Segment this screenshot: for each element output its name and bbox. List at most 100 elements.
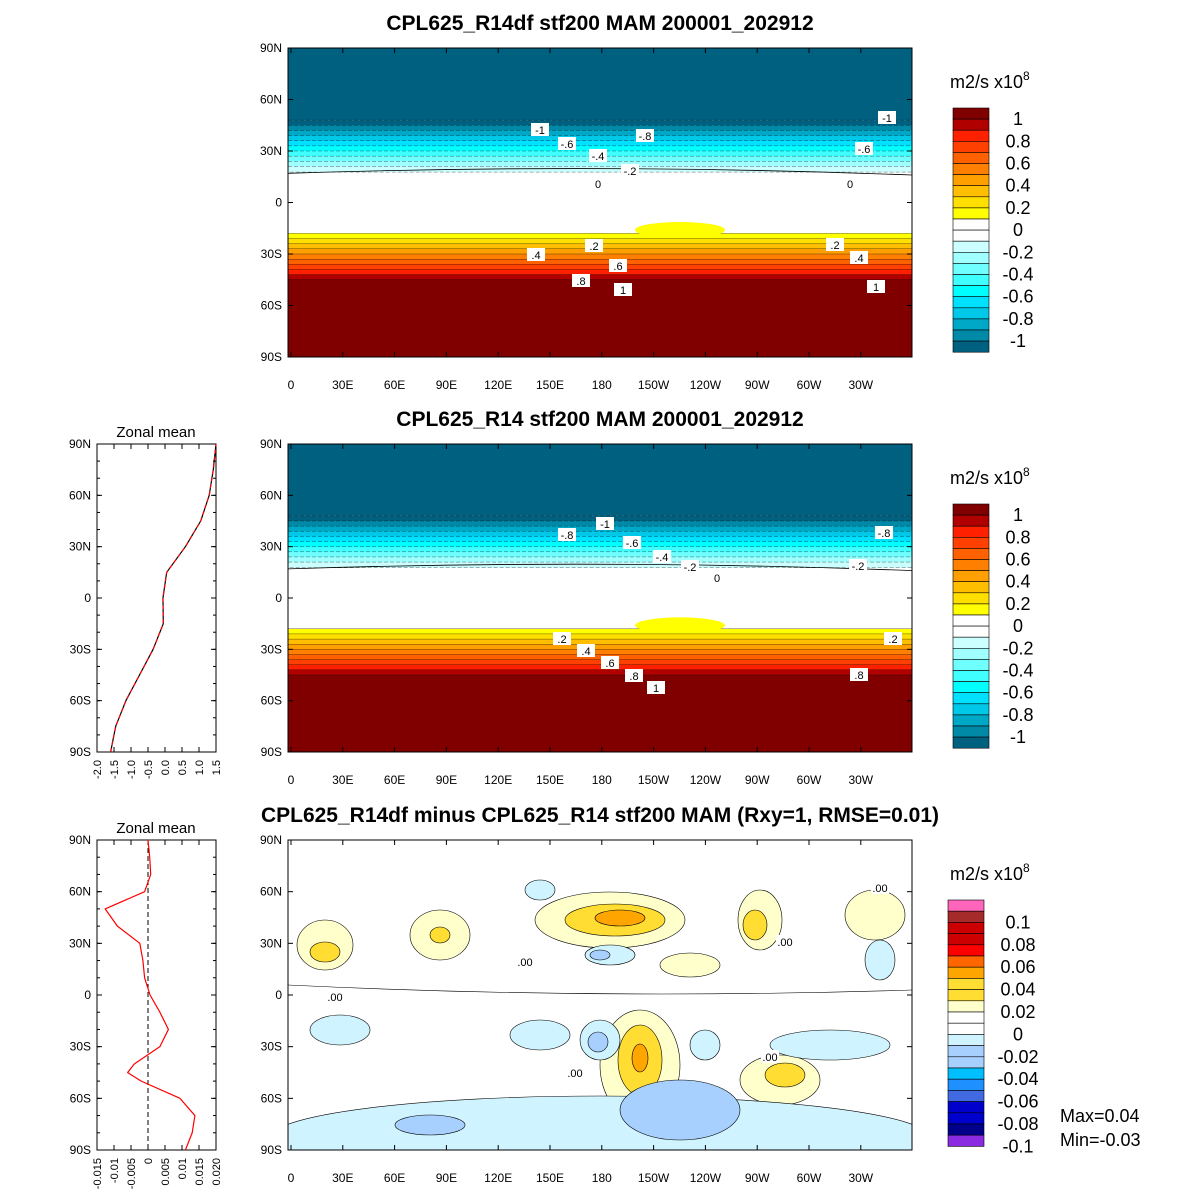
colorbar-box bbox=[952, 692, 990, 705]
colorbar-box bbox=[947, 1022, 985, 1035]
zonal-frame bbox=[96, 443, 217, 753]
anomaly-region bbox=[764, 1062, 806, 1088]
colorbar-box bbox=[952, 152, 990, 164]
colorbar-label: 1 bbox=[1013, 505, 1023, 525]
anomaly-region bbox=[844, 889, 906, 941]
x-tick-label: 0.015 bbox=[194, 1158, 206, 1186]
lon-tick-label: 90W bbox=[745, 773, 770, 787]
lon-tick-label: 30E bbox=[332, 1171, 353, 1185]
lon-tick-label: 30W bbox=[848, 378, 873, 392]
colorbar-label: -0.4 bbox=[1002, 265, 1033, 285]
lon-tick-label: 30W bbox=[848, 773, 873, 787]
lon-tick-label: 150E bbox=[536, 378, 564, 392]
contour-band bbox=[288, 654, 912, 661]
zonal-mean-title: Zonal mean bbox=[116, 424, 195, 441]
contour-band bbox=[288, 258, 912, 265]
colorbar-label: 0.06 bbox=[1000, 957, 1035, 977]
contour-label-bg bbox=[558, 528, 576, 541]
contour-band bbox=[288, 644, 912, 650]
colorbar-label: 0.6 bbox=[1005, 154, 1030, 174]
contour-label-bg bbox=[601, 656, 619, 669]
colorbar-label: 0 bbox=[1013, 1024, 1023, 1044]
contour-label-bg bbox=[776, 935, 794, 948]
colorbar-box bbox=[952, 581, 990, 594]
contour-label-bg bbox=[647, 681, 665, 694]
zonal-mean-panel: Zonal mean 90N 60N 30N 0 30S 60S 90S-2.0 -1.5 -1.… bbox=[69, 424, 223, 779]
lat-tick-label: 90S bbox=[261, 745, 282, 759]
lon-tick-label: 60E bbox=[384, 1171, 405, 1185]
contour-band bbox=[288, 145, 912, 152]
x-tick-label: -2.0 bbox=[92, 760, 104, 779]
lon-tick-label: 120E bbox=[484, 1171, 512, 1185]
anomaly-region bbox=[769, 1029, 891, 1061]
contour-band bbox=[288, 628, 912, 635]
contour-band bbox=[288, 253, 912, 260]
anomaly-region bbox=[288, 1095, 912, 1150]
lat-tick-label: 90S bbox=[261, 1143, 282, 1157]
contour-label-bg bbox=[884, 632, 902, 645]
lat-tick-label: 30N bbox=[69, 936, 91, 950]
colorbar-label: 0.4 bbox=[1005, 176, 1030, 196]
band-high-south bbox=[288, 680, 912, 752]
lon-tick-label: 90W bbox=[745, 1171, 770, 1185]
contour-band bbox=[288, 551, 912, 558]
colorbar-label: 0.1 bbox=[1005, 912, 1030, 932]
contour-label-bg bbox=[850, 251, 868, 264]
colorbar-box bbox=[947, 955, 985, 968]
contour-label-bg bbox=[867, 280, 885, 293]
colorbar-box bbox=[947, 910, 985, 923]
colorbar-box bbox=[952, 118, 990, 131]
colorbar-box bbox=[947, 1101, 985, 1114]
lon-tick-label: 90E bbox=[436, 773, 457, 787]
yellow-bulge bbox=[635, 221, 725, 238]
contour-band bbox=[288, 531, 912, 538]
contour-label: .8 bbox=[576, 276, 585, 288]
colorbar-box bbox=[947, 899, 985, 912]
colorbar-label: -0.04 bbox=[997, 1069, 1038, 1089]
colorbar-box bbox=[952, 503, 990, 516]
min-label: Min=-0.03 bbox=[1060, 1130, 1141, 1150]
contour-label-bg bbox=[596, 517, 614, 530]
colorbar-box bbox=[952, 681, 990, 693]
colorbar-box bbox=[952, 107, 990, 120]
panel-title: CPL625_R14df stf200 MAM 200001_202912 bbox=[386, 12, 813, 35]
units-exponent: 8 bbox=[1023, 861, 1030, 875]
contour-label: 1 bbox=[620, 285, 626, 297]
colorbar-label: 0.6 bbox=[1005, 550, 1030, 570]
panel-title: CPL625_R14df minus CPL625_R14 stf200 MAM… bbox=[261, 804, 939, 827]
contour-label: -.6 bbox=[626, 538, 639, 550]
colorbar-box bbox=[952, 296, 990, 309]
lat-tick-label: 90S bbox=[70, 745, 91, 759]
colorbar-box bbox=[952, 536, 990, 549]
lat-tick-label: 30S bbox=[261, 247, 282, 261]
contour-label-bg bbox=[614, 283, 632, 296]
colorbar-box bbox=[947, 966, 985, 979]
lat-tick-label: 60N bbox=[260, 885, 282, 899]
colorbar-label: 0.4 bbox=[1005, 572, 1030, 592]
contour-label: -.8 bbox=[561, 530, 574, 542]
colorbar-label: -0.1 bbox=[1002, 1136, 1033, 1156]
anomaly-region bbox=[524, 879, 556, 901]
colorbar-label: 0 bbox=[1013, 220, 1023, 240]
contour-band bbox=[288, 135, 912, 142]
band-high-north bbox=[288, 444, 912, 516]
x-tick-label: -1.5 bbox=[109, 760, 121, 779]
zonal-mean-line bbox=[110, 443, 217, 753]
contour-band bbox=[288, 664, 912, 671]
contour-label: .4 bbox=[854, 253, 863, 265]
x-tick-label: 1.0 bbox=[194, 760, 206, 775]
colorbar-box bbox=[952, 229, 990, 242]
colorbar-box bbox=[952, 141, 990, 153]
lat-tick-label: 30S bbox=[261, 642, 282, 656]
contour-label: .00 bbox=[567, 1068, 582, 1080]
lon-tick-label: 0 bbox=[288, 773, 295, 787]
colorbar-box bbox=[947, 1067, 985, 1080]
yellow-bulge bbox=[635, 617, 725, 634]
x-tick-label: -1.0 bbox=[126, 760, 138, 779]
zonal-mean-panel: Zonal mean 90N 60N 30N 0 30S 60S 90S-0.015 -0.01… bbox=[69, 820, 223, 1189]
max-label: Max=0.04 bbox=[1060, 1106, 1140, 1126]
colorbar-box bbox=[952, 240, 990, 253]
lat-tick-label: 90N bbox=[69, 437, 91, 451]
units-exponent: 8 bbox=[1023, 69, 1030, 83]
anomaly-region bbox=[394, 1114, 466, 1136]
